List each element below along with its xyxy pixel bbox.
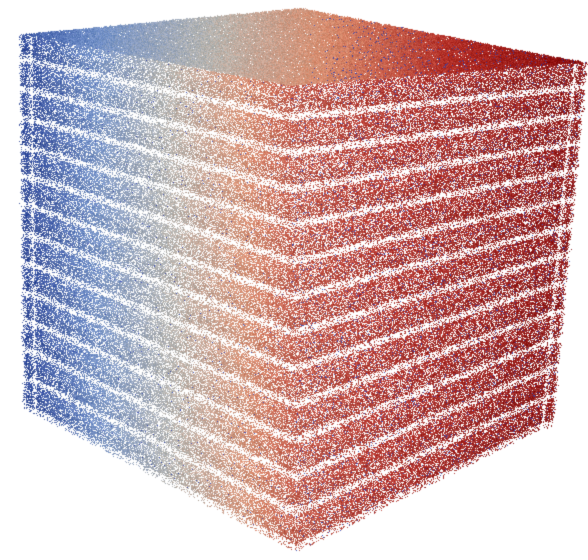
point-cloud-cube-render [0, 0, 588, 560]
render-viewport [0, 0, 588, 560]
